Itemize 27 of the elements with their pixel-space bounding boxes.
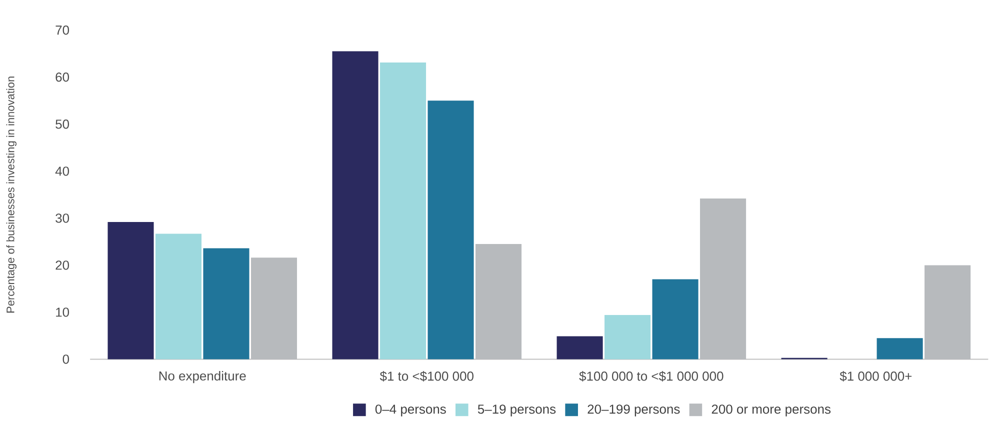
y-axis-title: Percentage of businesses investing in innovation bbox=[6, 76, 17, 313]
bar bbox=[652, 279, 698, 360]
y-tick-label: 50 bbox=[56, 120, 70, 129]
x-tick-label: $1 000 000+ bbox=[840, 370, 912, 382]
y-tick-label: 70 bbox=[56, 25, 70, 35]
bar bbox=[155, 234, 202, 360]
x-tick-label: $100 000 to <$1 000 000 bbox=[579, 370, 724, 382]
y-tick-label: 0 bbox=[62, 354, 70, 364]
legend-label: 200 or more persons bbox=[712, 404, 831, 416]
bar bbox=[380, 62, 426, 360]
legend-label: 20–199 persons bbox=[588, 404, 680, 416]
bar bbox=[876, 338, 923, 360]
bar bbox=[108, 222, 154, 360]
legend-label: 0–4 persons bbox=[375, 404, 446, 416]
y-tick-label: 60 bbox=[56, 72, 70, 82]
x-tick-label: No expenditure bbox=[159, 370, 246, 384]
bar bbox=[203, 248, 250, 360]
bar bbox=[428, 100, 474, 360]
y-tick-label: 30 bbox=[56, 214, 70, 223]
y-tick-label: 40 bbox=[55, 166, 70, 176]
x-tick-label: $1 to <$100 000 bbox=[380, 370, 474, 382]
y-tick-label: 10 bbox=[56, 308, 70, 317]
y-tick-label: 20 bbox=[56, 260, 70, 270]
bar bbox=[604, 314, 651, 360]
bar bbox=[556, 336, 603, 360]
legend-label: 5–19 persons bbox=[478, 404, 556, 416]
bar bbox=[332, 51, 378, 360]
